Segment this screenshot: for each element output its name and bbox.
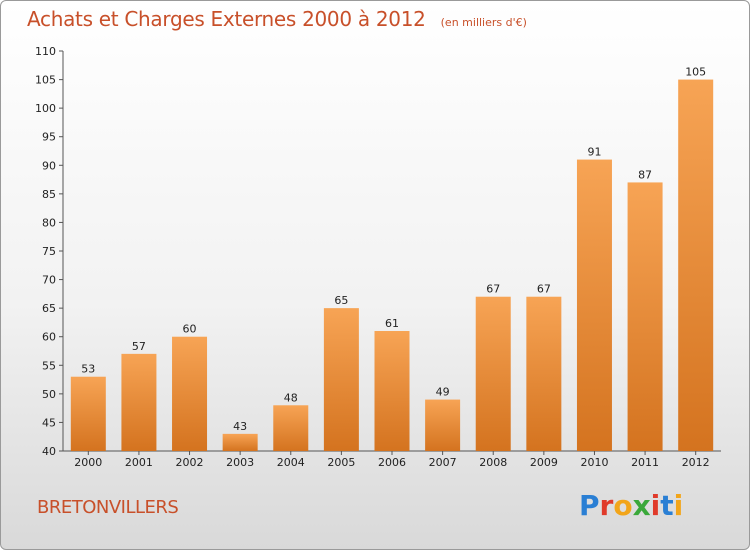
bar-2001 <box>121 353 157 451</box>
logo-letter: x <box>632 489 651 522</box>
y-tick-label: 110 <box>35 45 56 58</box>
bar-2012 <box>678 79 714 452</box>
y-tick-label: 55 <box>42 359 56 372</box>
y-tick-label: 95 <box>42 131 56 144</box>
y-tick-label: 80 <box>42 216 56 229</box>
x-tick-label: 2008 <box>479 456 507 469</box>
y-tick-label: 75 <box>42 245 56 258</box>
bar-value-label: 60 <box>183 323 197 336</box>
y-tick-label: 100 <box>35 102 56 115</box>
bar-value-label: 49 <box>436 386 450 399</box>
x-tick-label: 2000 <box>74 456 102 469</box>
x-tick-label: 2003 <box>226 456 254 469</box>
x-tick-label: 2010 <box>580 456 608 469</box>
logo-letter: o <box>613 489 633 522</box>
bar-2010 <box>576 159 612 452</box>
logo-letter: t <box>660 489 674 522</box>
axes: 40 45 50 55 60 65 70 75 80 85 90 95 100 105 110 2000 200… <box>35 45 721 469</box>
x-tick-label: 2007 <box>429 456 457 469</box>
x-tick-label: 2002 <box>176 456 204 469</box>
bar-2009 <box>526 296 562 451</box>
chart-title: Achats et Charges Externes 2000 à 2012 <box>27 7 426 31</box>
logo-letter: i <box>650 489 661 522</box>
bar-value-label: 48 <box>284 391 298 404</box>
y-tick-label: 40 <box>42 445 56 458</box>
bar-value-label: 67 <box>537 283 551 296</box>
bar-value-label: 65 <box>334 294 348 307</box>
bar-value-label: 105 <box>685 66 706 79</box>
x-tick-label: 2004 <box>277 456 305 469</box>
bar-2005 <box>323 308 359 451</box>
bar-2008 <box>475 296 511 451</box>
bar-2007 <box>425 399 461 451</box>
y-tick-label: 45 <box>42 416 56 429</box>
bar-value-label: 53 <box>81 363 95 376</box>
x-tick-label: 2011 <box>631 456 659 469</box>
logo-letter: P <box>579 489 600 522</box>
commune-name: BRETONVILLERS <box>37 497 179 518</box>
bar-value-label: 91 <box>587 146 601 159</box>
bar-2006 <box>374 331 410 451</box>
bar-2000 <box>70 376 106 451</box>
bar-2004 <box>273 405 309 451</box>
bar-2011 <box>627 182 663 451</box>
logo-letter: i <box>673 489 684 522</box>
bar-value-label: 43 <box>233 420 247 433</box>
bar-2002 <box>172 336 208 451</box>
y-tick-label: 60 <box>42 331 56 344</box>
x-tick-label: 2006 <box>378 456 406 469</box>
logo-letter: r <box>599 489 614 522</box>
chart-subtitle: (en milliers d'€) <box>440 16 527 29</box>
bar-value-label: 61 <box>385 317 399 330</box>
proxiti-logo: Proxiti <box>579 489 683 522</box>
y-tick-label: 85 <box>42 188 56 201</box>
y-tick-label: 105 <box>35 74 56 87</box>
y-tick-label: 65 <box>42 302 56 315</box>
y-tick-label: 70 <box>42 274 56 287</box>
x-tick-label: 2009 <box>530 456 558 469</box>
x-tick-label: 2005 <box>327 456 355 469</box>
x-tick-label: 2012 <box>682 456 710 469</box>
bar-value-label: 57 <box>132 340 146 353</box>
y-tick-label: 50 <box>42 388 56 401</box>
bars: 53 57 60 43 48 65 61 49 67 67 91 87 105 <box>70 66 714 452</box>
bar-2003 <box>222 433 258 451</box>
title-row: Achats et Charges Externes 2000 à 2012 (… <box>27 7 527 31</box>
bar-value-label: 67 <box>486 283 500 296</box>
bar-value-label: 87 <box>638 168 652 181</box>
y-tick-label: 90 <box>42 159 56 172</box>
x-tick-label: 2001 <box>125 456 153 469</box>
